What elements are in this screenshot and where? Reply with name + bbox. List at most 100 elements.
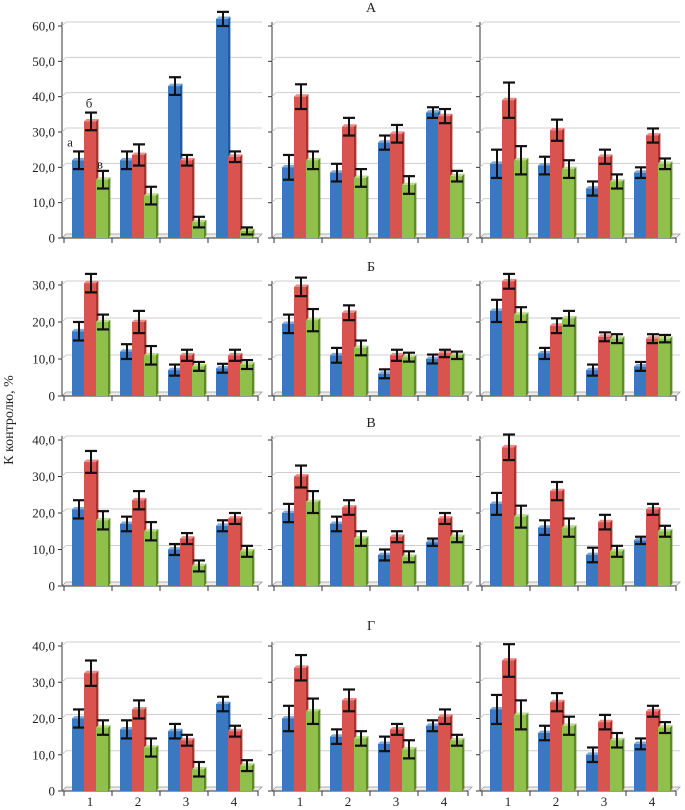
gridline	[271, 92, 472, 98]
bar-v	[354, 538, 366, 586]
bar-side	[414, 182, 417, 238]
y-axis-label: К контролю, %	[2, 375, 17, 465]
bar-b	[550, 130, 562, 238]
bar-a	[216, 368, 228, 396]
bar-b	[84, 673, 96, 791]
panel	[268, 435, 473, 591]
bar-side	[156, 745, 159, 791]
y-tick-label: 40,0	[32, 433, 55, 448]
bar-v	[144, 531, 156, 586]
bar-a	[72, 160, 84, 238]
gridline	[479, 508, 680, 514]
bar-side	[526, 157, 529, 238]
bar-v	[96, 520, 108, 586]
gridline	[61, 508, 262, 514]
bar-a	[330, 736, 342, 791]
bar-a	[634, 743, 646, 791]
bar-v	[402, 357, 414, 396]
bar-b	[438, 716, 450, 791]
bar-v	[306, 711, 318, 791]
bar-side	[622, 737, 625, 791]
bar-v	[354, 177, 366, 238]
gridline	[271, 714, 472, 719]
panel	[476, 272, 681, 401]
bar-b	[180, 538, 192, 586]
bar-v	[562, 318, 574, 396]
bar-a	[586, 754, 598, 791]
bar-b	[646, 338, 658, 396]
y-tick-label: 30,0	[32, 278, 55, 293]
bar-side	[240, 154, 243, 238]
gridline	[271, 21, 472, 27]
bar-v	[658, 163, 670, 238]
bar-v	[354, 738, 366, 791]
gridline	[61, 198, 262, 204]
bar-side	[156, 193, 159, 238]
x-tick-label: 2	[345, 794, 352, 809]
bar-b	[132, 709, 144, 791]
gridline	[61, 545, 262, 550]
bar-v	[402, 185, 414, 238]
bar-b	[84, 121, 96, 238]
bar-a	[378, 142, 390, 238]
bar-side	[192, 157, 195, 238]
bar-b	[502, 100, 514, 238]
row-title: А	[366, 1, 377, 16]
y-tick-label: 10,0	[32, 195, 55, 210]
bar-b	[598, 522, 610, 586]
gridline	[479, 92, 680, 98]
gridline	[271, 317, 472, 323]
bar-a	[426, 359, 438, 396]
bar-side	[574, 723, 577, 791]
bar-b	[646, 509, 658, 586]
gridline	[271, 127, 472, 133]
bar-b	[390, 133, 402, 238]
y-tick-label: 40,0	[32, 89, 55, 104]
gridline	[61, 641, 262, 647]
bar-b	[228, 731, 240, 791]
plot-area: А 0 10,0 20,0 30,0 40,0 50,0 60,0 а б в Б 0 10,0 20,0 3…	[32, 1, 681, 809]
bar-v	[514, 516, 526, 586]
y-tick-label: 20,0	[32, 506, 55, 521]
bar-b	[294, 286, 306, 396]
gridline	[479, 641, 680, 647]
gridline	[271, 677, 472, 683]
bar-v	[240, 551, 252, 586]
bar-v	[610, 338, 622, 396]
bar-a	[216, 704, 228, 791]
bar-a	[378, 743, 390, 791]
panel: 1 2 3 4	[476, 641, 681, 809]
bar-a	[538, 527, 550, 586]
bar-v	[192, 769, 204, 791]
bar-side	[414, 354, 417, 396]
x-tick-label: 2	[135, 794, 142, 809]
bar-side	[670, 725, 673, 791]
bar-a	[490, 503, 502, 586]
bar-b	[84, 461, 96, 586]
bar-v	[240, 364, 252, 396]
bar-v	[610, 551, 622, 586]
bar-b	[502, 281, 514, 396]
y-tick-label: 40,0	[32, 639, 55, 654]
bar-a	[282, 323, 294, 396]
bar-b	[550, 491, 562, 586]
gridline	[61, 435, 262, 441]
x-tick-label: 4	[231, 794, 238, 809]
bar-side	[414, 554, 417, 586]
bar-v	[144, 195, 156, 238]
bar-v	[192, 222, 204, 238]
bar-v	[514, 314, 526, 396]
bar-a	[426, 112, 438, 238]
row-title: Б	[367, 260, 375, 275]
panel: а б в	[58, 10, 263, 243]
bar-v	[402, 749, 414, 791]
bar-v	[192, 366, 204, 396]
bar-side	[526, 514, 529, 586]
gridline	[61, 162, 262, 168]
bar-v	[450, 176, 462, 238]
panel	[476, 21, 681, 243]
x-tick-label: 1	[297, 794, 304, 809]
gridline	[271, 472, 472, 477]
y-tick-label: 0	[49, 389, 56, 404]
bar-v	[610, 181, 622, 238]
